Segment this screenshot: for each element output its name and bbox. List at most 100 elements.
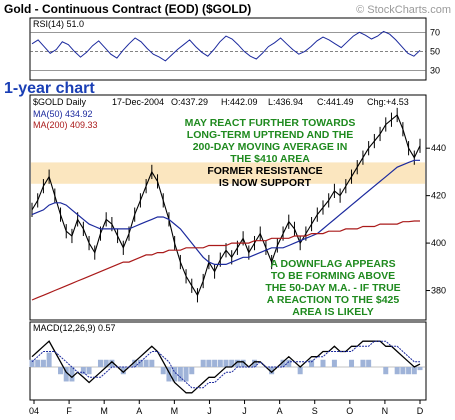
macd-histogram-bar — [417, 367, 423, 371]
macd-histogram-bar — [360, 359, 366, 367]
x-tick-label: O — [346, 406, 353, 416]
macd-histogram-bar — [86, 367, 92, 375]
macd-label: MACD(12,26,9) 0.57 — [33, 323, 116, 333]
x-tick-label: J — [207, 406, 212, 416]
macd-histogram-bar — [406, 367, 412, 375]
macd-histogram-bar — [46, 352, 52, 367]
x-tick-label: N — [382, 406, 389, 416]
annotation-bottom: A DOWNFLAG APPEARS — [270, 258, 395, 270]
ma200-line — [31, 220, 420, 301]
x-tick-label: M — [171, 406, 179, 416]
macd-histogram-bar — [349, 359, 355, 367]
macd-histogram-bar — [320, 359, 326, 367]
macd-histogram-bar — [137, 359, 143, 367]
macd-histogram-bar — [309, 359, 315, 367]
macd-histogram-bar — [223, 359, 229, 367]
rsi-tick-label: 70 — [430, 27, 440, 37]
price-header: $GOLD Daily — [33, 97, 87, 107]
macd-histogram-bar — [400, 367, 406, 375]
x-tick-label: M — [100, 406, 108, 416]
macd-histogram-bar — [252, 359, 258, 367]
ma50-line — [31, 159, 420, 265]
price-tick-label: 420 — [431, 191, 446, 201]
watermark: © StockCharts.com — [356, 4, 451, 16]
annotation-support: FORMER RESISTANCE — [207, 165, 322, 177]
macd-histogram-bar — [120, 367, 126, 375]
macd-histogram-bar — [143, 359, 149, 367]
macd-histogram-bar — [166, 367, 172, 382]
rsi-tick-label: 30 — [430, 65, 440, 75]
annotation-bottom: TO BE FORMING ABOVE — [271, 270, 395, 282]
macd-histogram-bar — [280, 359, 286, 367]
annotation-bottom: AREA IS LIKELY — [292, 306, 374, 318]
macd-histogram-bar — [160, 367, 166, 375]
price-tick-label: 380 — [431, 286, 446, 296]
macd-histogram-bar — [269, 367, 275, 375]
ma200-label: MA(200) 409.33 — [33, 120, 98, 130]
price-panel — [29, 94, 427, 321]
date-info: 17-Dec-2004 — [112, 97, 164, 107]
annotation-top: MAY REACT FURTHER TOWARDS — [185, 117, 356, 129]
ohlc-low: L:436.94 — [268, 97, 303, 107]
macd-histogram-bar — [29, 359, 35, 367]
x-tick-label: F — [66, 406, 72, 416]
macd-histogram-bar — [69, 367, 75, 382]
support-band — [31, 162, 425, 184]
macd-histogram-bar — [200, 359, 206, 367]
macd-histogram-bar — [35, 359, 41, 367]
x-tick-label: 04 — [29, 406, 39, 416]
annotation-top: 200-DAY MOVING AVERAGE IN — [193, 141, 348, 153]
macd-histogram-bar — [80, 367, 86, 375]
ohlc-open: O:437.29 — [171, 97, 208, 107]
annotation-top: THE $410 AREA — [230, 153, 310, 165]
macd-histogram-bar — [331, 359, 337, 367]
macd-histogram-bar — [394, 367, 400, 375]
macd-histogram-bar — [177, 367, 183, 382]
macd-histogram-bar — [212, 359, 218, 367]
x-tick-label: J — [242, 406, 247, 416]
price-tick-label: 440 — [431, 143, 446, 153]
annotation-bottom: THE 50-DAY M.A. - IF TRUE — [265, 282, 400, 294]
macd-histogram-bar — [229, 359, 235, 367]
macd-histogram-bar — [132, 359, 138, 367]
macd-histogram-bar — [149, 359, 155, 367]
macd-histogram-bar — [58, 367, 64, 375]
rsi-label: RSI(14) 51.0 — [33, 19, 84, 29]
period-label: 1-year chart — [4, 80, 95, 97]
rsi-tick-label: 50 — [430, 46, 440, 56]
chart-title: Gold - Continuous Contract (EOD) ($GOLD) — [4, 2, 251, 16]
ohlc-high: H:442.09 — [221, 97, 258, 107]
macd-histogram-bar — [97, 359, 103, 367]
ohlc-change: Chg:+4.53 — [367, 97, 409, 107]
price-tick-label: 400 — [431, 238, 446, 248]
ma50-label: MA(50) 434.92 — [33, 109, 93, 119]
x-tick-label: A — [136, 406, 142, 416]
x-tick-label: A — [277, 406, 283, 416]
macd-histogram-bar — [63, 367, 69, 382]
macd-histogram-bar — [103, 359, 109, 367]
macd-histogram-bar — [172, 367, 178, 382]
macd-signal-line — [31, 340, 420, 389]
macd-histogram-bar — [286, 359, 292, 367]
macd-histogram-bar — [183, 367, 189, 382]
macd-histogram-bar — [189, 367, 195, 375]
ohlc-close: C:441.49 — [317, 97, 354, 107]
x-tick-label: S — [312, 406, 318, 416]
macd-histogram-bar — [234, 359, 240, 367]
macd-histogram-bar — [40, 359, 46, 367]
macd-histogram-bar — [206, 359, 212, 367]
annotation-top: LONG-TERM UPTREND AND THE — [187, 129, 353, 141]
macd-histogram-bar — [411, 367, 417, 375]
annotation-bottom: A REACTION TO THE $425 — [267, 294, 400, 306]
macd-line — [31, 340, 421, 394]
macd-histogram-bar — [297, 367, 303, 375]
macd-histogram-bar — [383, 367, 389, 375]
annotation-support: IS NOW SUPPORT — [219, 177, 312, 189]
macd-histogram-bar — [240, 359, 246, 367]
x-tick-label: D — [417, 406, 424, 416]
macd-histogram-bar — [366, 359, 372, 367]
macd-histogram-bar — [109, 359, 115, 367]
rsi-line — [31, 30, 421, 62]
macd-histogram-bar — [217, 359, 223, 367]
